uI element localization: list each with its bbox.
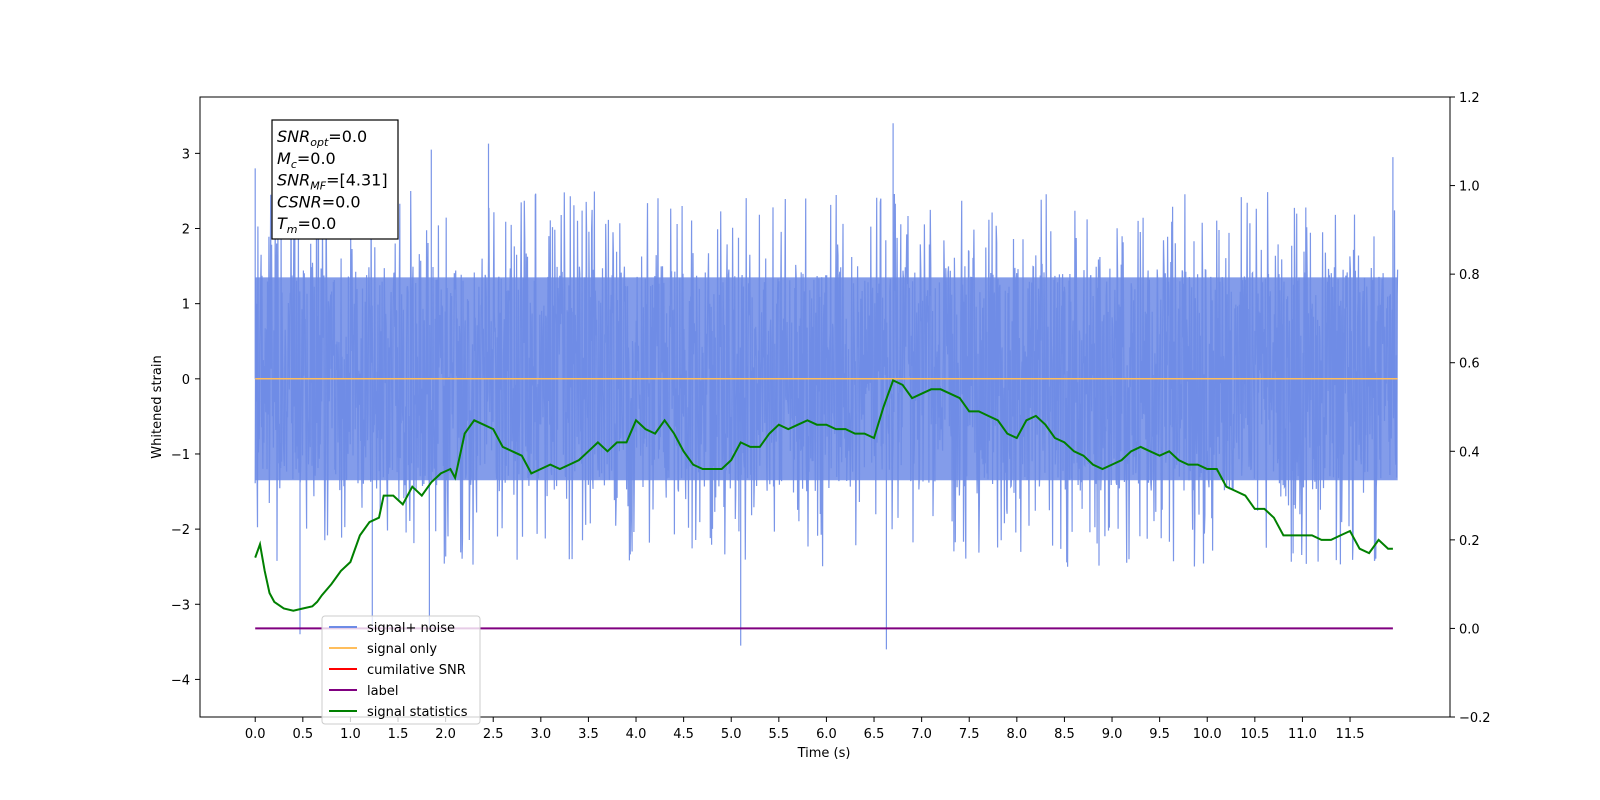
y-right-tick-label: 1.2 [1459,91,1480,106]
x-tick-label: 0.5 [292,727,313,742]
x-tick-label: 3.5 [578,727,599,742]
info-box-frame [271,119,399,240]
info-box-line: SNRMF=[4.31] [277,171,388,193]
x-tick-label: 3.0 [530,727,551,742]
x-tick-label: 6.5 [864,727,885,742]
y-right-tick-label: 0.2 [1459,534,1480,549]
x-tick-label: 2.0 [435,727,456,742]
y-tick-label: 2 [182,223,190,238]
legend: signal+ noise signal only cumilative SNR la… [321,615,481,725]
series-signal-statistics [254,379,1393,612]
x-tick-label: 10.0 [1193,727,1222,742]
x-tick-label: 10.5 [1240,727,1269,742]
y-axis-label: Whitened strain [150,355,165,458]
y-tick-label: −3 [171,598,190,613]
y-right-tick-label: 0.8 [1459,268,1480,283]
x-tick-label: 5.5 [768,727,789,742]
y-right-tick-label: 1.0 [1459,180,1480,195]
legend-frame [321,615,481,725]
y-right-tick-label: −0.2 [1459,711,1491,726]
x-tick-label: 0.0 [245,727,266,742]
series-layer [254,123,1399,650]
x-tick-label: 11.0 [1288,727,1317,742]
x-tick-label: 8.5 [1054,727,1075,742]
info-box-line: Mc=0.0 [277,149,336,171]
y-axis-right: −0.2 0.0 0.2 0.4 0.6 0.8 1.0 1.2 [1450,91,1491,726]
x-tick-label: 9.5 [1149,727,1170,742]
x-tick-label: 7.0 [911,727,932,742]
x-tick-label: 8.0 [1006,727,1027,742]
x-tick-label: 11.5 [1336,727,1365,742]
y-right-tick-label: 0.0 [1459,622,1480,637]
x-axis: 0.0 0.5 1.0 1.5 2.0 2.5 3.0 3.5 4.0 4.5 5.0 5.5 6.0 6… [245,717,1365,742]
y-right-tick-label: 0.6 [1459,357,1480,372]
x-tick-label: 9.0 [1102,727,1123,742]
y-tick-label: −2 [171,523,190,538]
info-box-line: CSNR=0.0 [277,192,361,211]
info-box-line: SNRopt=0.0 [277,127,367,149]
x-tick-label: 2.5 [483,727,504,742]
legend-entry: label [367,684,398,699]
y-tick-label: −4 [171,673,190,688]
x-tick-label: 7.5 [959,727,980,742]
legend-entry: signal+ noise [367,621,455,636]
x-tick-label: 4.0 [626,727,647,742]
y-tick-label: −1 [171,448,190,463]
x-axis-label: Time (s) [797,746,851,761]
y-axis-left: −4 −3 −2 −1 0 1 2 3 [171,147,200,688]
x-tick-label: 5.0 [721,727,742,742]
series-signal-noise [254,123,1399,650]
plot-frame [199,96,1451,718]
y-tick-label: 3 [182,147,190,162]
x-tick-label: 4.5 [673,727,694,742]
y-tick-label: 1 [182,298,190,313]
x-tick-label: 6.0 [816,727,837,742]
x-tick-label: 1.0 [340,727,361,742]
legend-entry: signal only [367,642,437,657]
legend-entry: cumilative SNR [367,663,466,678]
legend-entry: signal statistics [367,705,468,720]
x-tick-label: 1.5 [388,727,409,742]
info-box-line: Tm=0.0 [277,214,336,236]
y-tick-label: 0 [182,373,190,388]
y-right-tick-label: 0.4 [1459,445,1480,460]
